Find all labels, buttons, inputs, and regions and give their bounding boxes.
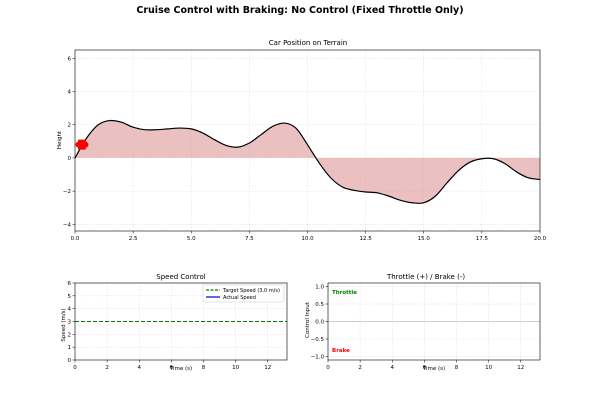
speed-xtick-label: 2 [105, 365, 109, 371]
terrain-ylabel: Height [57, 130, 63, 149]
car-wheel-left [75, 141, 82, 148]
control-ylabel: Control Input [305, 301, 311, 338]
terrain-ytick-label: 6 [68, 56, 72, 62]
control-ytick-label: 0.5 [315, 302, 324, 308]
speed-xtick-label: 12 [264, 365, 271, 371]
terrain-xtick-label: 7.5 [245, 236, 254, 242]
speed-panel: Speed Control Time (s) Speed (m/s) 0 2 4 6 8… [61, 273, 288, 372]
terrain-fill [75, 120, 540, 204]
throttle-annotation: Throttle [332, 290, 357, 296]
terrain-xtick-label: 15.0 [418, 236, 431, 242]
terrain-title: Car Position on Terrain [269, 39, 347, 47]
terrain-xtick-label: 0.0 [71, 236, 80, 242]
terrain-frame [74, 49, 541, 232]
control-ytick-label: −0.5 [311, 337, 325, 343]
speed-ytick-label: 0 [68, 358, 72, 364]
control-ytick-label: 1.0 [315, 285, 324, 291]
speed-legend: Target Speed (3.0 m/s) Actual Speed [202, 284, 285, 303]
terrain-ytick-label: −4 [63, 222, 72, 228]
control-title: Throttle (+) / Brake (-) [386, 273, 465, 281]
terrain-ytick-label: −2 [63, 189, 71, 195]
legend-label-actual: Actual Speed [223, 295, 256, 301]
speed-xtick-label: 8 [202, 365, 206, 371]
terrain-xtick-label: 17.5 [476, 236, 489, 242]
terrain-xtick-label: 10.0 [301, 236, 314, 242]
control-xtick-label: 10 [485, 365, 492, 371]
speed-ytick-label: 4 [68, 307, 72, 313]
control-xtick-label: 8 [455, 365, 459, 371]
speed-ylabel: Speed (m/s) [61, 308, 67, 341]
speed-xtick-label: 10 [232, 365, 239, 371]
speed-title: Speed Control [156, 273, 206, 281]
car-wheel-right [82, 141, 89, 148]
control-panel: Throttle (+) / Brake (-) Time (s) Contro… [305, 273, 541, 372]
speed-ytick-label: 6 [68, 281, 72, 287]
control-ytick-label: 0.0 [315, 320, 324, 326]
terrain-ytick-label: 4 [68, 90, 72, 96]
terrain-xtick-label: 12.5 [360, 236, 373, 242]
speed-ytick-label: 5 [68, 294, 72, 300]
legend-frame [202, 284, 285, 303]
speed-xlabel: Time (s) [169, 366, 192, 372]
speed-ytick-label: 2 [68, 332, 72, 338]
speed-frame [74, 282, 288, 361]
speed-xtick-label: 6 [170, 365, 174, 371]
brake-annotation: Brake [332, 348, 350, 354]
terrain-xtick-label: 20.0 [534, 236, 547, 242]
control-xtick-label: 12 [517, 365, 524, 371]
terrain-ytick-label: 0 [68, 156, 72, 162]
speed-ytick-label: 1 [68, 345, 72, 351]
terrain-line [74, 119, 541, 204]
control-ytick-label: −1.0 [311, 355, 325, 361]
terrain-xtick-label: 5.0 [187, 236, 196, 242]
control-xtick-label: 0 [326, 365, 330, 371]
control-frame [327, 282, 541, 361]
speed-xtick-label: 0 [73, 365, 77, 371]
terrain-panel: Car Position on Terrain Height 0.0 2.5 5.0… [57, 39, 547, 242]
control-xtick-label: 4 [390, 365, 394, 371]
terrain-xtick-label: 2.5 [129, 236, 138, 242]
control-xlabel: Time (s) [422, 366, 445, 372]
control-xtick-label: 6 [423, 365, 427, 371]
control-xtick-label: 2 [358, 365, 362, 371]
speed-ytick-label: 3 [68, 320, 72, 326]
figure-suptitle: Cruise Control with Braking: No Control … [136, 5, 463, 16]
legend-label-target: Target Speed (3.0 m/s) [222, 288, 280, 294]
speed-xtick-label: 4 [137, 365, 141, 371]
terrain-ytick-label: 2 [68, 123, 72, 129]
